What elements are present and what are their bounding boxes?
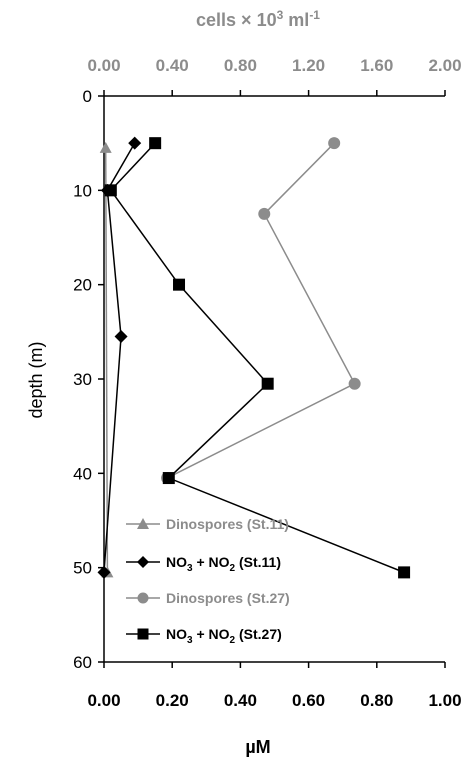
- legend-item-dinospores-st27: Dinospores (St.27): [126, 590, 290, 606]
- legend-item-no3-no2-st11: NO3 + NO2 (St.11): [126, 554, 281, 574]
- data-point-diamond: [97, 565, 111, 579]
- series-0: [99, 141, 114, 578]
- legend-marker-circle: [137, 592, 149, 604]
- series-line: [109, 142, 405, 574]
- top-tick-label: 0.80: [224, 56, 257, 75]
- legend: Dinospores (St.11) NO3 + NO2 (St.11) Din…: [126, 516, 290, 646]
- series-3: [104, 137, 411, 579]
- bottom-axis-label: µM: [245, 737, 270, 757]
- bottom-tick-label: 0.20: [156, 691, 189, 710]
- legend-item-no3-no2-st27: NO3 + NO2 (St.27): [126, 626, 282, 646]
- left-tick-label: 60: [73, 653, 92, 672]
- left-tick-label: 10: [73, 181, 92, 200]
- top-tick-label: 0.00: [87, 56, 120, 75]
- series-layer: [97, 136, 411, 579]
- data-point-square: [261, 377, 274, 390]
- legend-label-no3-no2-st11: NO3 + NO2 (St.11): [166, 554, 281, 574]
- top-tick-label: 1.20: [292, 56, 325, 75]
- legend-label-dinospores-st11: Dinospores (St.11): [166, 516, 289, 532]
- left-tick-label: 50: [73, 559, 92, 578]
- left-axis-label: depth (m): [26, 341, 46, 418]
- data-point-triangle: [99, 141, 112, 153]
- series-2: [161, 137, 361, 485]
- data-point-square: [173, 278, 186, 291]
- top-tick-label: 0.40: [156, 56, 189, 75]
- data-point-circle: [348, 377, 361, 390]
- legend-label-no3-no2-st27: NO3 + NO2 (St.27): [166, 626, 282, 646]
- legend-label-dinospores-st27: Dinospores (St.27): [166, 590, 290, 606]
- legend-marker-triangle: [137, 518, 149, 529]
- bottom-tick-label: 0.80: [360, 691, 393, 710]
- data-point-square: [149, 137, 162, 150]
- bottom-tick-label: 0.00: [87, 691, 120, 710]
- series-line: [104, 147, 109, 573]
- data-point-circle: [258, 207, 271, 220]
- data-point-square: [398, 566, 411, 579]
- data-point-diamond: [114, 330, 128, 344]
- left-tick-label: 20: [73, 276, 92, 295]
- bottom-tick-label: 0.60: [292, 691, 325, 710]
- series-line: [166, 142, 356, 479]
- axes: 0 10 20 30 40 50 60 0.00 0.40 0.80 1.20 1.60 2.00 0.0…: [73, 56, 461, 710]
- legend-marker-square: [137, 628, 149, 640]
- bottom-tick-label: 1.00: [428, 691, 461, 710]
- legend-item-dinospores-st11: Dinospores (St.11): [126, 516, 289, 532]
- data-point-diamond: [128, 136, 142, 150]
- legend-marker-diamond: [137, 556, 149, 568]
- top-tick-label: 1.60: [360, 56, 393, 75]
- left-tick-label: 0: [83, 87, 92, 106]
- left-tick-label: 30: [73, 370, 92, 389]
- top-tick-label: 2.00: [428, 56, 461, 75]
- series-line: [103, 142, 136, 573]
- left-tick-label: 40: [73, 464, 92, 483]
- top-axis-label: cells × 103 ml-1: [196, 8, 320, 30]
- data-point-square: [162, 472, 175, 485]
- data-point-square: [104, 184, 117, 197]
- data-point-circle: [328, 137, 341, 150]
- bottom-tick-label: 0.40: [224, 691, 257, 710]
